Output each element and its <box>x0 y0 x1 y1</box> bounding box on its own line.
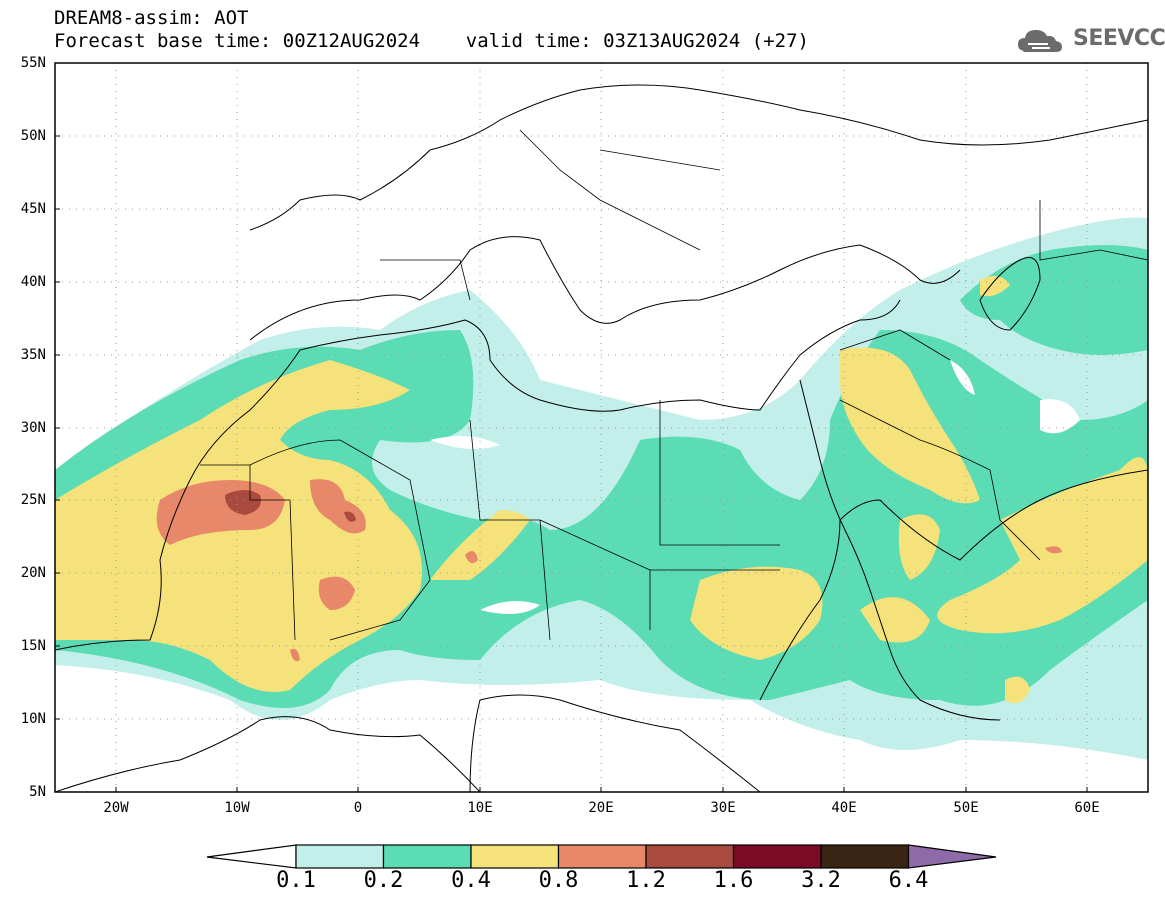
colorbar-high-arrow <box>907 844 997 869</box>
cloud-icon <box>1018 30 1062 52</box>
colorbar <box>206 844 997 869</box>
chart-title: DREAM8-assim: AOT <box>54 7 249 29</box>
lat-label: 5N <box>29 784 46 800</box>
lon-label: 0 <box>353 800 363 816</box>
forecast-time-line: Forecast base time: 00Z12AUG2024 valid t… <box>54 30 809 52</box>
lon-label: 10W <box>224 800 250 816</box>
lon-label: 20W <box>103 800 129 816</box>
lat-label: 50N <box>20 128 46 144</box>
lon-label: 10E <box>467 800 493 816</box>
lat-label: 20N <box>20 565 46 581</box>
logo-text: SEEVCCC <box>1073 26 1165 51</box>
lon-label: 60E <box>1074 800 1100 816</box>
lat-label: 10N <box>20 711 46 727</box>
colorbar-low-arrow <box>206 844 297 869</box>
colorbar-box-1 <box>295 844 385 869</box>
colorbar-label: 1.6 <box>713 868 754 893</box>
axis-ticks <box>55 62 1088 792</box>
lat-label: 30N <box>20 420 46 436</box>
coastlines <box>55 84 1148 792</box>
lat-label: 40N <box>20 274 46 290</box>
colorbar-box-6 <box>732 844 822 869</box>
lon-label: 30E <box>710 800 736 816</box>
aot-level-1-2 <box>225 490 356 522</box>
lat-label: 45N <box>20 201 46 217</box>
colorbar-box-3 <box>470 844 560 869</box>
colorbar-label: 3.2 <box>801 868 841 893</box>
lon-label: 20E <box>588 800 614 816</box>
lat-label: 55N <box>20 55 46 71</box>
colorbar-label: 0.2 <box>363 868 404 893</box>
colorbar-label: 0.1 <box>276 868 316 893</box>
colorbar-box-2 <box>382 844 472 869</box>
colorbar-box-4 <box>557 844 647 869</box>
lon-label: 40E <box>831 800 857 816</box>
colorbar-label: 0.8 <box>538 868 579 893</box>
colorbar-box-5 <box>645 844 735 869</box>
colorbar-label: 1.2 <box>626 868 666 893</box>
lon-label: 50E <box>953 800 979 816</box>
country-borders <box>200 129 1148 641</box>
colorbar-label: 0.4 <box>451 868 491 893</box>
lat-label: 35N <box>20 347 46 363</box>
gridlines <box>55 63 1148 792</box>
lat-label: 25N <box>20 492 46 508</box>
lat-label: 15N <box>20 638 46 654</box>
colorbar-box-7 <box>820 844 910 869</box>
colorbar-label: 6.4 <box>888 868 929 893</box>
